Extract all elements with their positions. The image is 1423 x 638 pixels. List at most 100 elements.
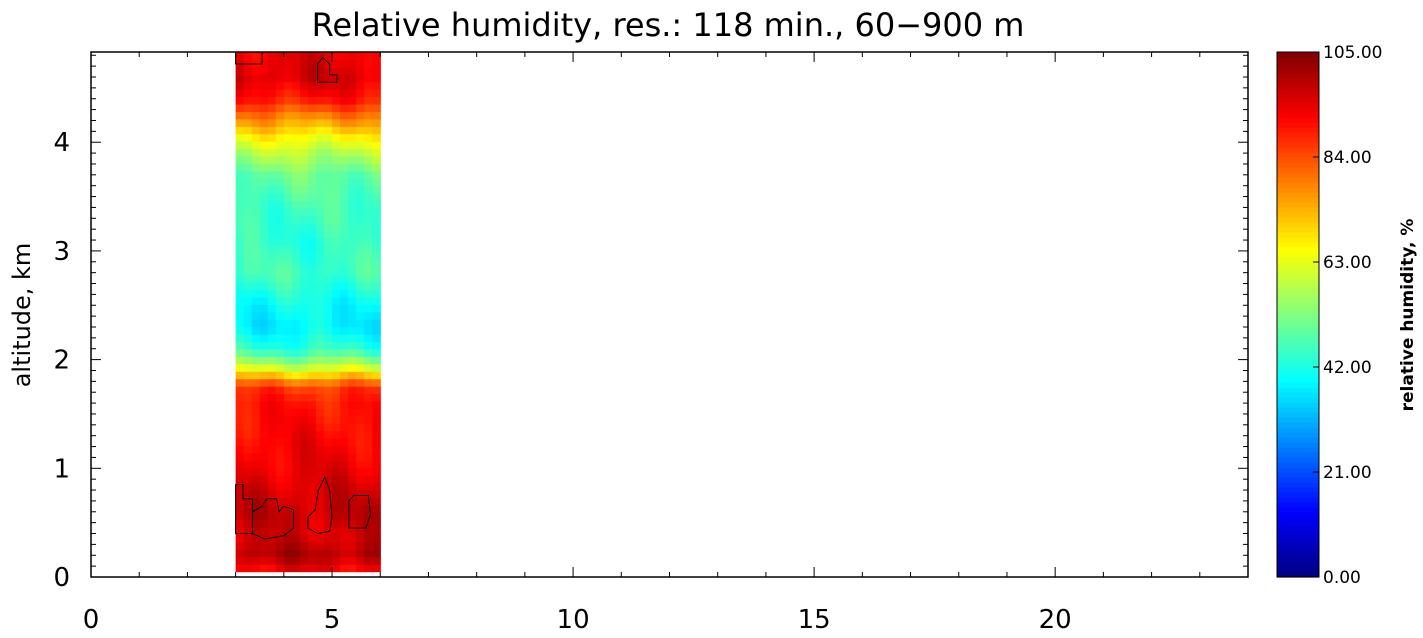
heatmap-cell (364, 267, 373, 276)
heatmap-cell (340, 371, 349, 380)
heatmap-cell (275, 430, 285, 439)
heatmap-cell (299, 103, 309, 112)
heatmap-cell (251, 311, 261, 320)
heatmap-cell (259, 334, 269, 343)
heatmap-cell (348, 319, 357, 328)
heatmap-cell (356, 378, 365, 387)
heatmap-cell (364, 96, 373, 105)
heatmap-cell (372, 207, 381, 216)
heatmap-cell (307, 348, 317, 357)
heatmap-cell (348, 170, 357, 179)
heatmap-cell (372, 460, 381, 469)
heatmap-cell (315, 497, 325, 506)
colorbar-step (1277, 97, 1319, 103)
heatmap-cell (291, 259, 301, 268)
heatmap-cell (267, 356, 277, 365)
heatmap-cell (324, 118, 333, 127)
colorbar-step (1277, 362, 1319, 368)
heatmap-cell (243, 519, 253, 528)
heatmap-cell (251, 475, 261, 484)
heatmap-cell (348, 118, 357, 127)
heatmap-cell (259, 475, 269, 484)
heatmap-cell (243, 408, 253, 417)
heatmap-cell (291, 141, 301, 150)
colorbar-step (1277, 147, 1319, 153)
colorbar-step (1277, 422, 1319, 428)
heatmap-cell (267, 178, 277, 187)
heatmap-cell (324, 178, 333, 187)
colorbar-step (1277, 377, 1319, 383)
heatmap-cell (259, 133, 269, 142)
heatmap-cell (307, 200, 317, 209)
heatmap-cell (315, 178, 325, 187)
heatmap-cell (332, 296, 341, 305)
heatmap-cell (299, 334, 309, 343)
heatmap-cell (235, 74, 245, 83)
heatmap-cell (372, 118, 381, 127)
heatmap-cell (251, 348, 261, 357)
heatmap-cell (275, 81, 285, 90)
heatmap-cell (259, 200, 269, 209)
heatmap-cell (267, 311, 277, 320)
colorbar-step (1277, 142, 1319, 148)
heatmap-cell (348, 386, 357, 395)
colorbar-step (1277, 447, 1319, 453)
heatmap-cell (332, 259, 341, 268)
heatmap-cell (267, 81, 277, 90)
heatmap-cell (235, 178, 245, 187)
colorbar-step (1277, 217, 1319, 223)
heatmap-cell (283, 482, 293, 491)
heatmap-cell (235, 141, 245, 150)
heatmap-cell (364, 527, 373, 536)
heatmap-cell (243, 170, 253, 179)
heatmap-cell (307, 163, 317, 172)
heatmap-cell (372, 296, 381, 305)
heatmap-cell (340, 141, 349, 150)
heatmap-cell (315, 326, 325, 335)
heatmap-cell (283, 304, 293, 313)
heatmap-cell (340, 423, 349, 432)
heatmap-cell (283, 393, 293, 402)
heatmap-cell (364, 408, 373, 417)
heatmap-cell (283, 66, 293, 75)
heatmap-cell (235, 541, 245, 550)
heatmap-cell (291, 452, 301, 461)
heatmap-cell (299, 274, 309, 283)
heatmap-cell (348, 400, 357, 409)
heatmap-cell (348, 185, 357, 194)
heatmap-cell (315, 163, 325, 172)
heatmap-cell (307, 155, 317, 164)
heatmap-cell (356, 356, 365, 365)
heatmap-cell (275, 170, 285, 179)
heatmap-cell (267, 534, 277, 543)
heatmap-cell (364, 244, 373, 254)
heatmap-cell (372, 170, 381, 179)
heatmap-cell (332, 371, 341, 380)
heatmap-cell (291, 185, 301, 194)
heatmap-cell (291, 467, 301, 476)
heatmap-cell (324, 400, 333, 409)
colorbar-step (1277, 357, 1319, 363)
heatmap-cell (307, 282, 317, 291)
heatmap-cell (340, 74, 349, 83)
heatmap-cell (307, 207, 317, 216)
heatmap-cell (283, 126, 293, 135)
heatmap-cell (332, 489, 341, 498)
heatmap-cell (324, 497, 333, 506)
heatmap-cell (259, 556, 269, 565)
heatmap-cell (251, 489, 261, 498)
colorbar-step (1277, 227, 1319, 233)
heatmap-cell (299, 282, 309, 291)
heatmap-cell (332, 289, 341, 298)
y-tick-label: 3 (53, 237, 70, 267)
heatmap-cell (348, 252, 357, 261)
heatmap-cell (259, 230, 269, 239)
heatmap-cell (291, 200, 301, 209)
heatmap-cell (275, 512, 285, 521)
heatmap-cell (315, 74, 325, 83)
heatmap-cell (324, 215, 333, 224)
heatmap-cell (235, 244, 245, 254)
heatmap-cell (372, 371, 381, 380)
heatmap-cell (243, 259, 253, 268)
heatmap-cell (324, 504, 333, 513)
